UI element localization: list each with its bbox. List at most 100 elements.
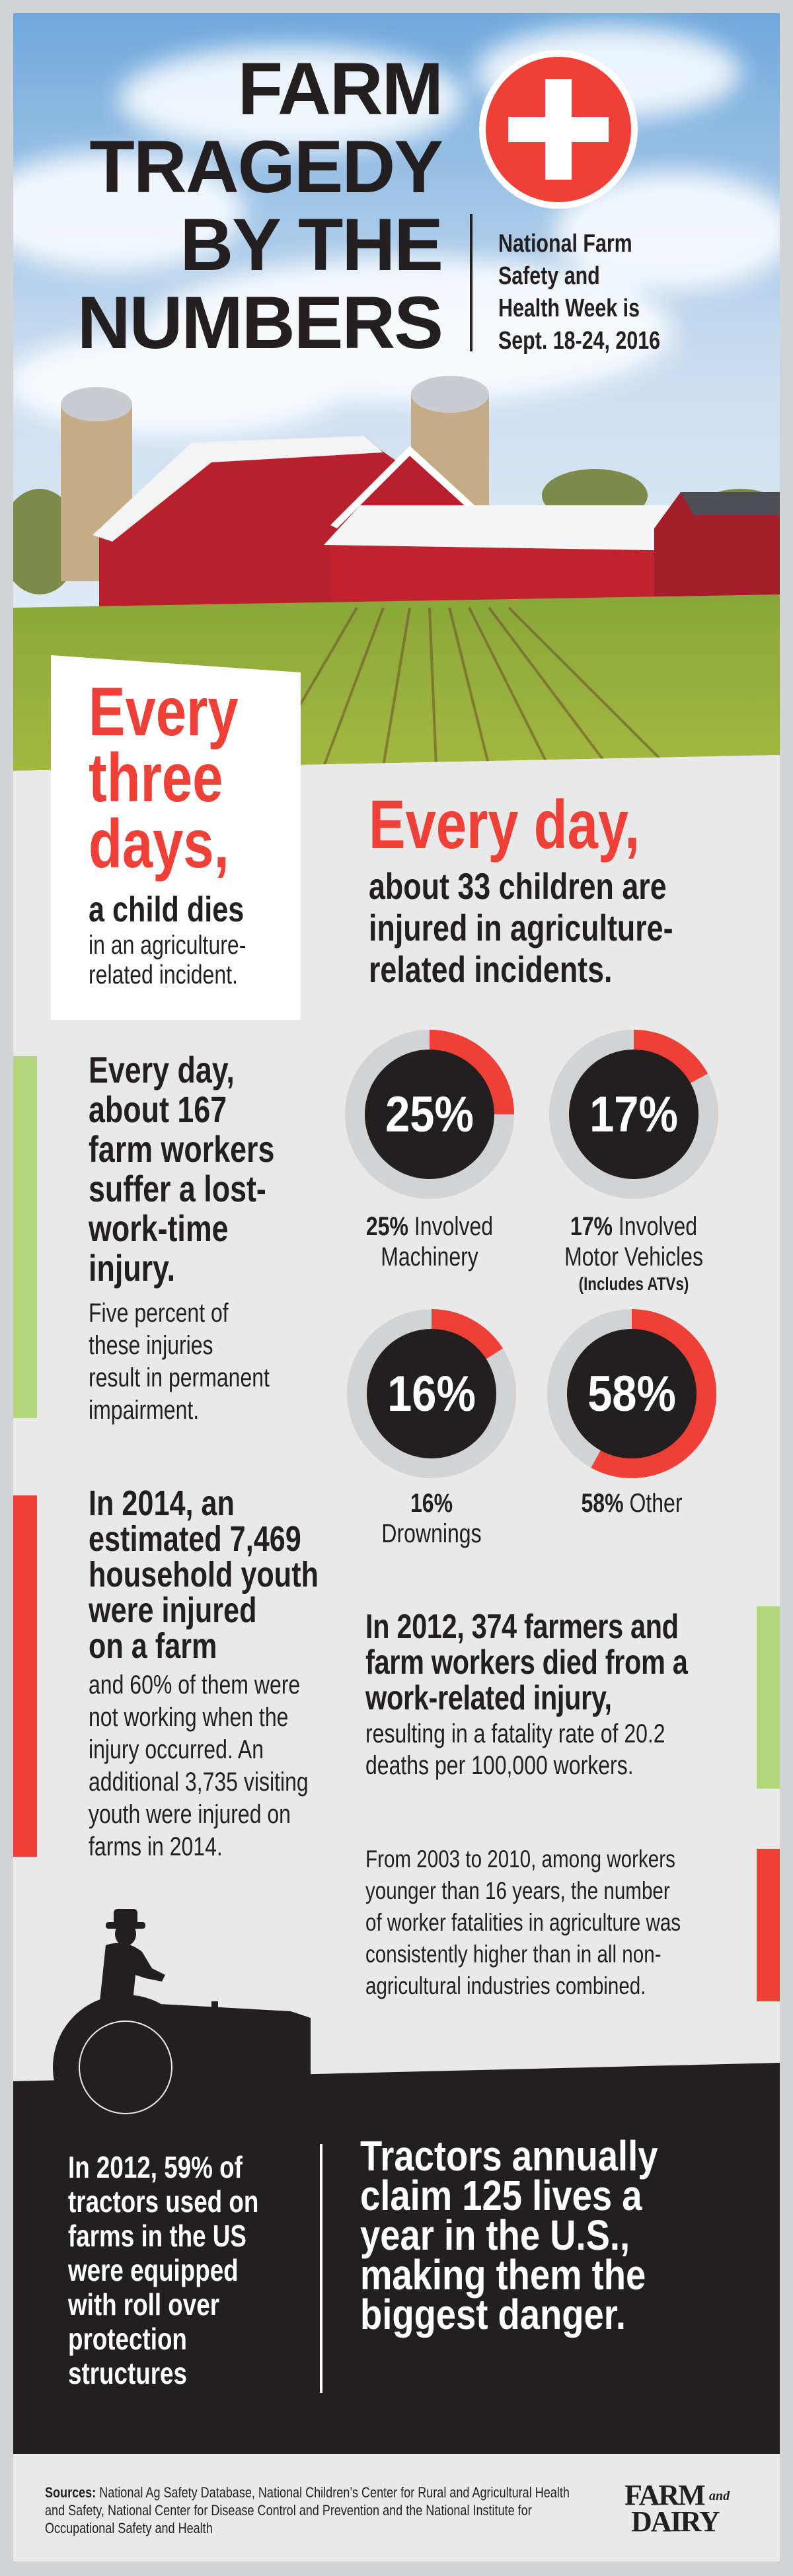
- title-line: BY THE: [180, 203, 443, 286]
- sources-list: National Ag Safety Database, National Ch…: [45, 2484, 570, 2536]
- detail-line: and 60% of them were: [89, 1670, 301, 1699]
- child-injuries-headline: Every day,: [369, 787, 640, 863]
- donut-center: [569, 1050, 699, 1179]
- detail-line: these injuries: [89, 1331, 213, 1360]
- detail-line: Five percent of: [89, 1299, 229, 1328]
- detail-line: about 33 children are: [369, 865, 667, 907]
- donut-charts: 25% 17% 16% 58%: [345, 1029, 718, 1478]
- label-value: 16%: [410, 1489, 453, 1518]
- text-line: making them the: [360, 2251, 646, 2299]
- detail-line: injury occurred. An: [89, 1735, 264, 1764]
- text-line: claim 125 lives a: [360, 2172, 642, 2219]
- red-accent-bar: [13, 1495, 37, 1857]
- green-accent-bar: [13, 1056, 37, 1418]
- detail-line: farms in 2014.: [89, 1832, 223, 1861]
- child-deaths-headline: Every three days,: [89, 678, 239, 882]
- detail-line: result in permanent: [89, 1363, 270, 1392]
- headline-line: household youth: [89, 1555, 319, 1594]
- subtitle-line: Sept. 18-24, 2016: [498, 327, 661, 355]
- label-value: 17%: [570, 1212, 613, 1241]
- headline-line: work-time: [89, 1207, 229, 1249]
- donut-value: 16%: [387, 1366, 476, 1422]
- logo-line: DAIRY: [631, 2505, 720, 2538]
- tractor-silhouette-icon: [13, 1909, 314, 2140]
- text-line: agricultural industries combined.: [365, 1972, 646, 1999]
- donut-label-vehicles: 17% Involved Motor Vehicles (Includes AT…: [554, 1211, 713, 1296]
- detail-line: not working when the: [89, 1703, 289, 1732]
- label-value: 58%: [581, 1489, 624, 1518]
- headline-line: work-related injury,: [365, 1679, 612, 1717]
- text-line: Tractors annually: [360, 2132, 658, 2180]
- rops-text: In 2012, 59% of tractors used on farms i…: [68, 2150, 258, 2390]
- headline-line: suffer a lost-: [89, 1168, 266, 1209]
- section-divider: [320, 2144, 322, 2393]
- title-line: FARM: [237, 48, 443, 130]
- text-line: tractors used on: [68, 2184, 259, 2219]
- headline-line: on a farm: [89, 1626, 217, 1666]
- donut-center: [365, 1050, 494, 1179]
- sources-text: Sources: National Ag Safety Database, Na…: [45, 2484, 570, 2537]
- child-deaths-card: [51, 655, 301, 1020]
- donut-center: [567, 1329, 697, 1458]
- donut-value: 17%: [589, 1087, 678, 1143]
- tractor-deaths-text: Tractors annually claim 125 lives a year…: [360, 2132, 658, 2338]
- detail-line: resulting in a fatality rate of 20.2: [365, 1719, 665, 1748]
- detail-line: impairment.: [89, 1396, 200, 1425]
- label-text: Drownings: [381, 1519, 482, 1548]
- worker-injuries-headline: Every day, about 167 farm workers suffer…: [89, 1050, 274, 1288]
- donut-value: 25%: [385, 1087, 474, 1143]
- detail-line: related incident.: [89, 960, 238, 989]
- donut-center: [367, 1329, 496, 1458]
- detail-line: youth were injured on: [89, 1800, 291, 1829]
- logo-line: and: [709, 2489, 730, 2503]
- text-line: were equipped: [68, 2253, 239, 2287]
- red-accent-bar: [757, 1849, 780, 2001]
- detail-line: related incidents.: [369, 948, 613, 990]
- young-workers-text: From 2003 to 2010, among workers younger…: [365, 1843, 681, 2002]
- headline-line: farm workers: [89, 1128, 275, 1170]
- sources-label: Sources:: [45, 2484, 96, 2501]
- tractor-band: [13, 1909, 780, 2454]
- headline-line: In 2012, 374 farmers and: [365, 1608, 679, 1646]
- subtitle-line: National Farm: [498, 230, 632, 258]
- child-deaths-detail: in an agriculture- related incident.: [89, 931, 246, 990]
- event-subtitle: National Farm Safety and Health Week is …: [498, 228, 660, 357]
- detail-line: injured in agriculture-: [369, 907, 673, 948]
- label-value: 25%: [365, 1212, 408, 1241]
- youth-detail: and 60% of them were not working when th…: [89, 1669, 309, 1863]
- label-text: Involved: [618, 1212, 698, 1241]
- headline-line: were injured: [89, 1591, 257, 1630]
- donut-value: 58%: [587, 1366, 676, 1422]
- headline-line: Every day,: [89, 1049, 235, 1091]
- text-line: consistently higher than in all non-: [365, 1941, 661, 1968]
- headline-line: three: [89, 740, 223, 816]
- green-accent-bar: [757, 1606, 780, 1789]
- youth-headline: In 2014, an estimated 7,469 household yo…: [89, 1485, 319, 1664]
- title-line: TRAGEDY: [89, 125, 443, 208]
- text-line: with roll over: [68, 2287, 220, 2322]
- donut-label-machinery: 25% Involved Machinery: [350, 1211, 509, 1272]
- label-text: Motor Vehicles: [564, 1242, 703, 1271]
- donut-label-other: 58% Other: [552, 1488, 711, 1519]
- label-note: (Includes ATVs): [578, 1273, 689, 1294]
- headline-line: injury.: [89, 1247, 176, 1289]
- worker-injuries-detail: Five percent of these injuries result in…: [89, 1297, 270, 1427]
- title-divider: [470, 214, 472, 351]
- text-line: biggest danger.: [360, 2291, 626, 2338]
- farm-photo: [13, 13, 780, 773]
- text-line: of worker fatalities in agriculture was: [365, 1909, 681, 1936]
- detail-line: deaths per 100,000 workers.: [365, 1751, 634, 1780]
- text-line: In 2012, 59% of: [68, 2150, 243, 2184]
- subtitle-line: Safety and: [498, 262, 600, 290]
- label-text: Machinery: [381, 1242, 478, 1271]
- headline-line: estimated 7,469: [89, 1519, 301, 1559]
- detail-line: additional 3,735 visiting: [89, 1768, 309, 1797]
- text-line: structures: [68, 2356, 187, 2390]
- logo-line: FARM: [624, 2479, 706, 2511]
- text-line: farms in the US: [68, 2219, 246, 2253]
- text-line: year in the U.S.,: [360, 2211, 630, 2259]
- label-text: Other: [629, 1489, 683, 1518]
- label-text: Involved: [414, 1212, 494, 1241]
- headline-line: days,: [89, 806, 229, 882]
- farm-and-dairy-logo: FARM and DAIRY: [624, 2481, 743, 2536]
